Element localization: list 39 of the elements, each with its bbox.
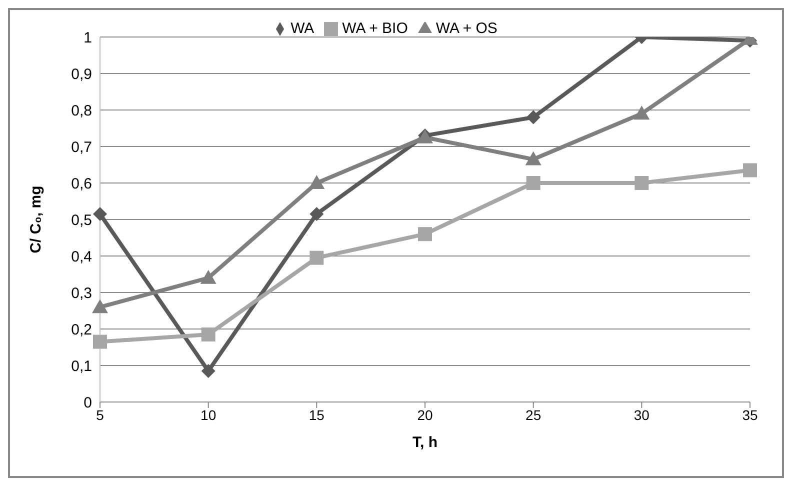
point bbox=[634, 176, 649, 190]
legend-label: WA + BIO bbox=[342, 20, 408, 37]
y-tick-label: 0,2 bbox=[71, 321, 92, 338]
y-tick-label: 0,6 bbox=[71, 175, 92, 192]
x-tick-label: 25 bbox=[526, 406, 542, 423]
y-tick-label: 0,7 bbox=[71, 138, 92, 156]
y-tick-label: 0,1 bbox=[71, 358, 92, 375]
y-tick-label: 0,4 bbox=[71, 248, 92, 266]
point bbox=[634, 106, 650, 120]
y-tick-label: 0 bbox=[84, 394, 92, 412]
point bbox=[526, 176, 540, 190]
point bbox=[310, 207, 324, 222]
legend-label: WA bbox=[290, 20, 314, 37]
x-axis-title: T, h bbox=[412, 434, 438, 451]
x-tick-label: 15 bbox=[308, 406, 325, 423]
y-tick-label: 0,9 bbox=[71, 66, 92, 83]
x-tick-label: 10 bbox=[200, 406, 216, 423]
point bbox=[526, 110, 540, 124]
y-axis-title: C/ C₀, mg bbox=[27, 186, 44, 254]
x-tick-label: 30 bbox=[634, 406, 650, 423]
y-tick-label: 0,5 bbox=[71, 212, 92, 229]
legend-label: WA + OS bbox=[436, 20, 498, 37]
x-tick-label: 20 bbox=[417, 406, 433, 423]
point bbox=[93, 334, 107, 349]
y-tick-label: 0,3 bbox=[71, 284, 92, 302]
x-tick-label: 35 bbox=[742, 406, 758, 423]
point bbox=[92, 299, 108, 314]
point bbox=[525, 151, 542, 166]
point bbox=[418, 227, 432, 242]
y-tick-label: 1 bbox=[84, 29, 92, 46]
point bbox=[310, 250, 324, 265]
y-tick-label: 0,8 bbox=[71, 102, 92, 120]
x-tick-label: 5 bbox=[96, 406, 104, 423]
point bbox=[200, 270, 216, 284]
point bbox=[201, 364, 216, 378]
point bbox=[93, 207, 107, 222]
point bbox=[743, 163, 757, 178]
point bbox=[308, 175, 325, 189]
point bbox=[201, 327, 216, 342]
